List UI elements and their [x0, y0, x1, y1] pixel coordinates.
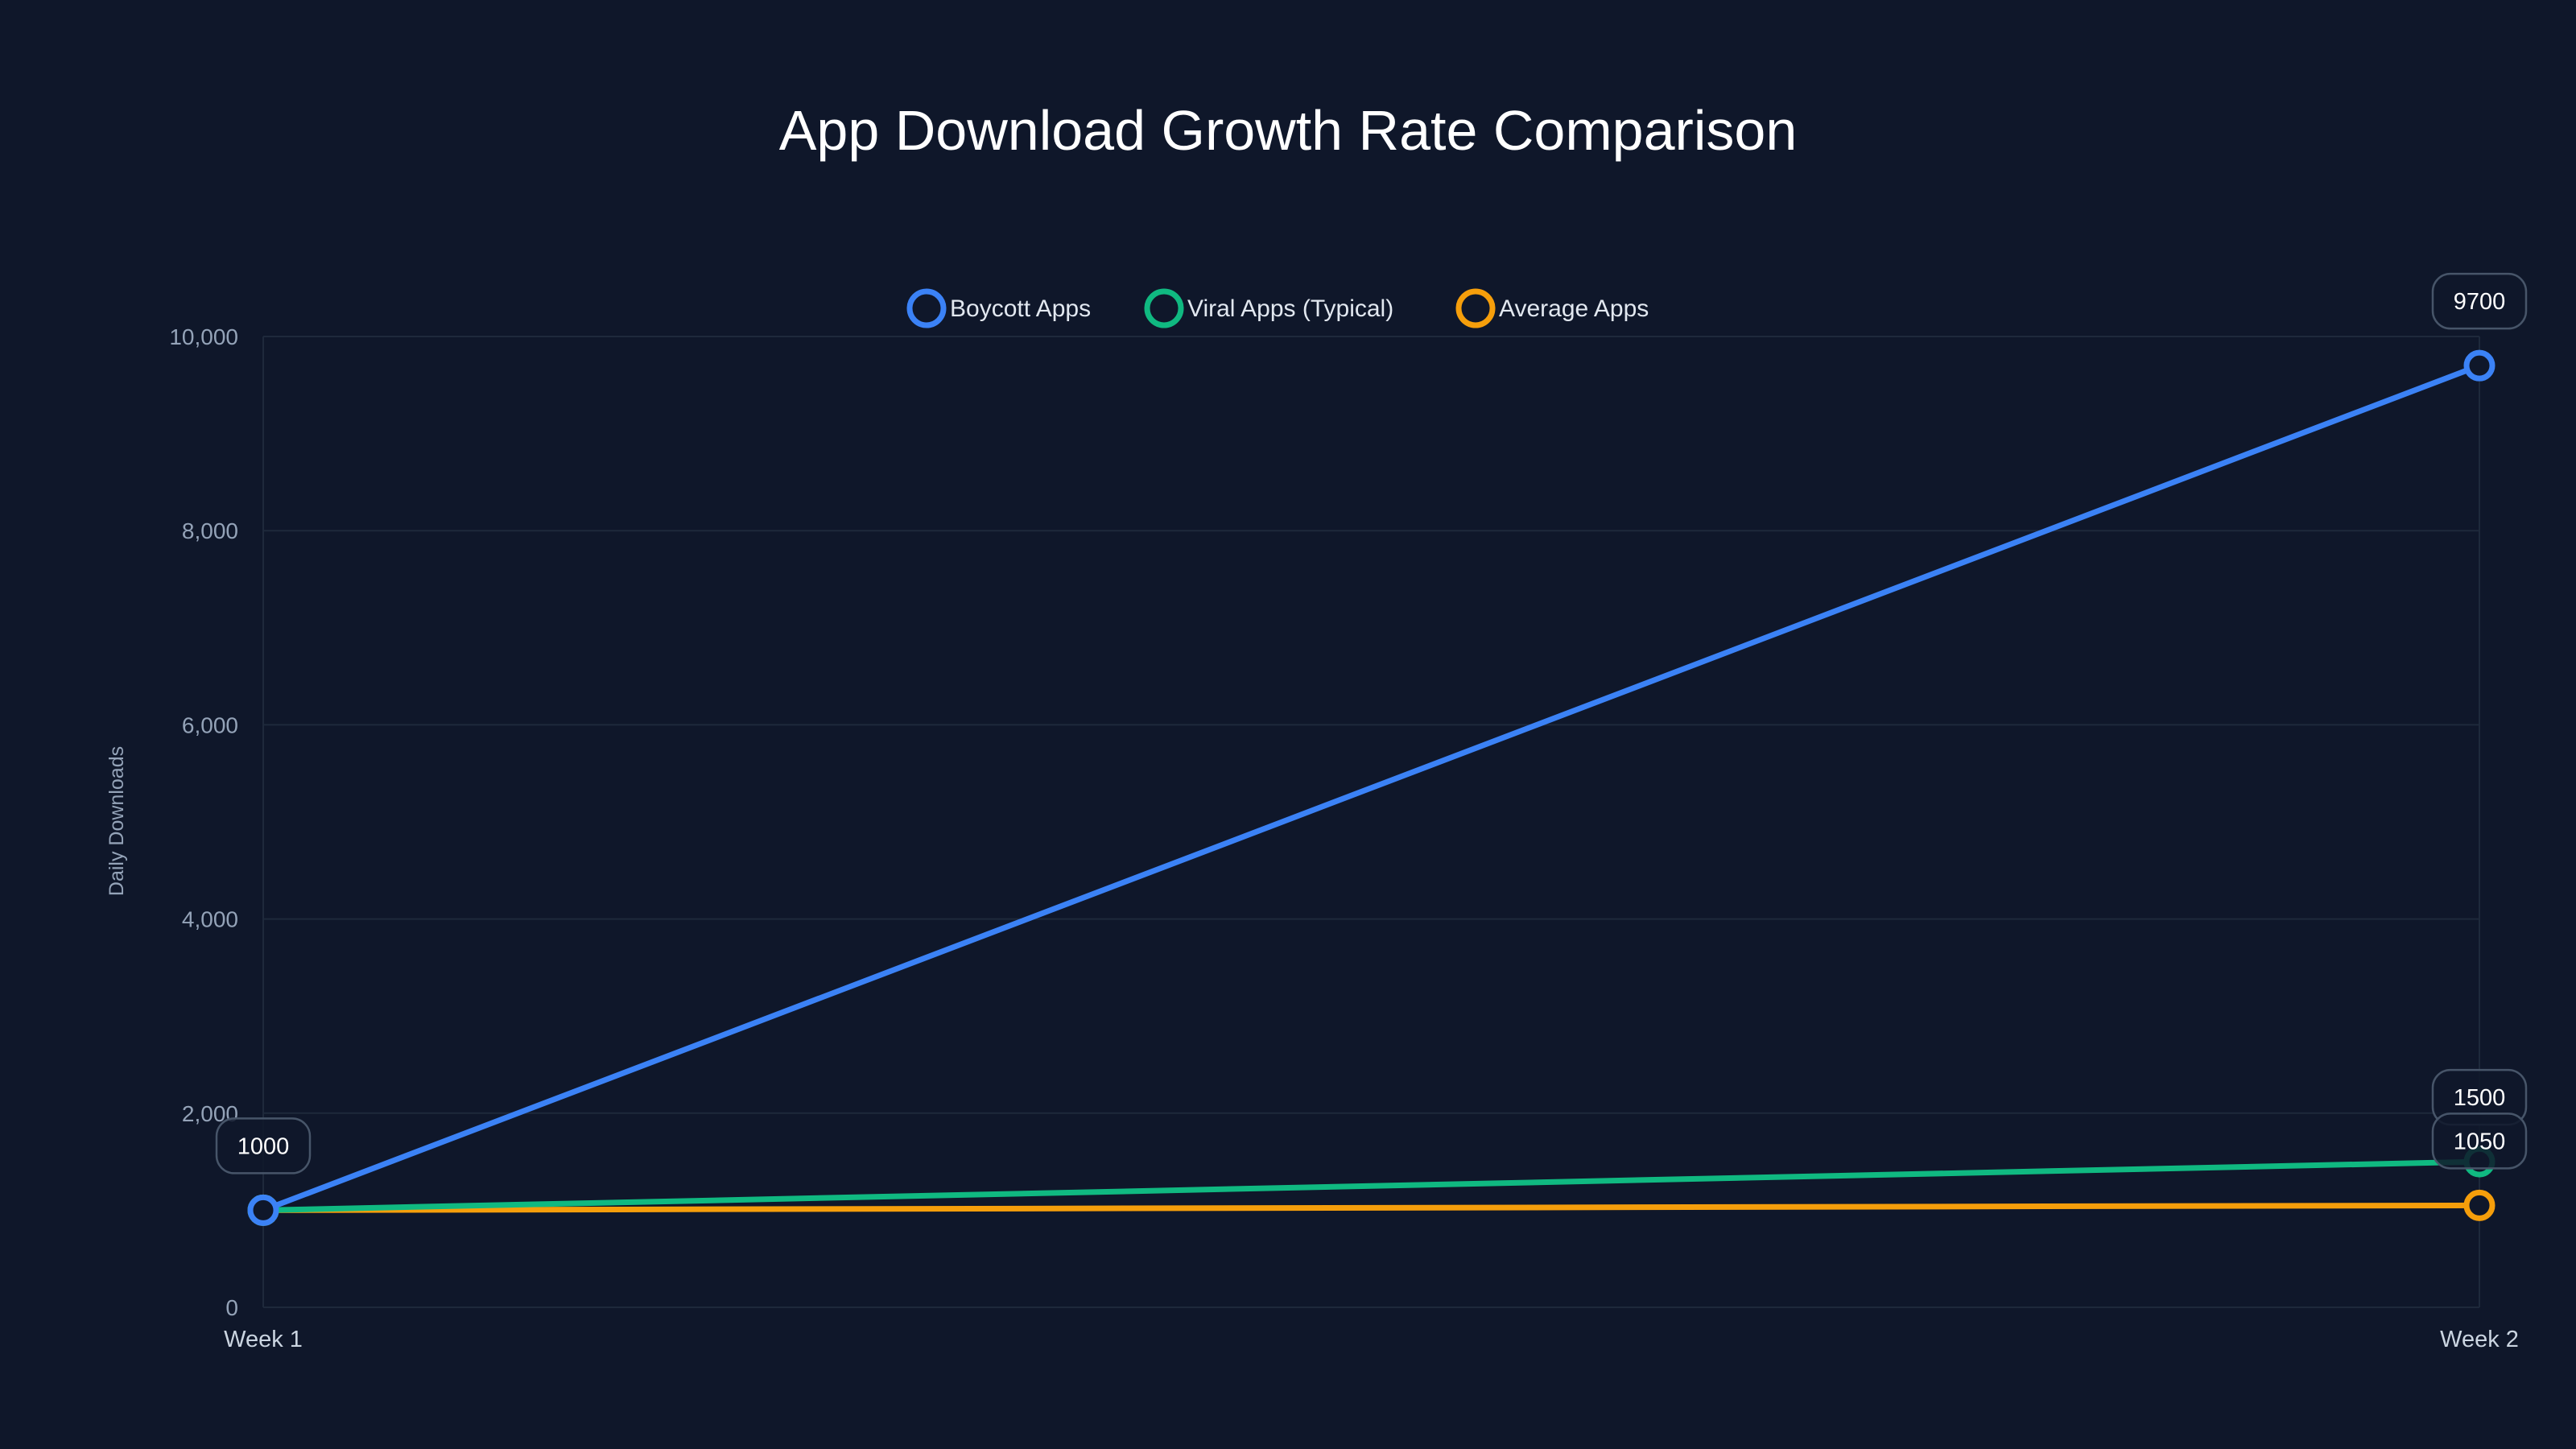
data-point: [2463, 349, 2496, 382]
data-label-text: 9700: [2454, 289, 2506, 315]
legend-marker-icon: [906, 288, 947, 328]
series-line-0: [262, 362, 2481, 1213]
x-tick-label: Week 2: [2440, 1327, 2519, 1352]
data-label: 9700: [2431, 272, 2528, 330]
y-tick-label: 8,000: [182, 518, 238, 543]
legend-label: Viral Apps (Typical): [1187, 295, 1393, 322]
y-tick-label: 10,000: [169, 324, 238, 349]
series-line-2: [262, 1202, 2480, 1213]
data-label-text: 1050: [2454, 1129, 2506, 1154]
legend-marker-icon: [1144, 288, 1184, 328]
y-tick-label: 0: [225, 1295, 238, 1320]
y-tick-label: 6,000: [182, 712, 238, 737]
y-axis-label: Daily Downloads: [105, 746, 128, 896]
data-label: 1050: [2431, 1113, 2528, 1170]
y-tick-label: 4,000: [182, 907, 238, 932]
data-label-box: [2431, 1113, 2528, 1170]
legend-label: Boycott Apps: [950, 295, 1091, 322]
data-label-box: [215, 1117, 312, 1174]
data-label-text: 1500: [2454, 1085, 2506, 1111]
data-point: [247, 1194, 279, 1226]
data-label-box: [2431, 272, 2528, 330]
x-tick-label: Week 1: [224, 1327, 303, 1352]
legend-marker-icon: [1455, 288, 1496, 328]
chart-title: App Download Growth Rate Comparison: [779, 99, 1798, 162]
legend-label: Average Apps: [1499, 295, 1649, 322]
data-label: 1000: [215, 1117, 312, 1174]
series-line-1: [262, 1158, 2480, 1213]
data-point: [2463, 1189, 2496, 1221]
data-label-text: 1000: [237, 1133, 290, 1159]
